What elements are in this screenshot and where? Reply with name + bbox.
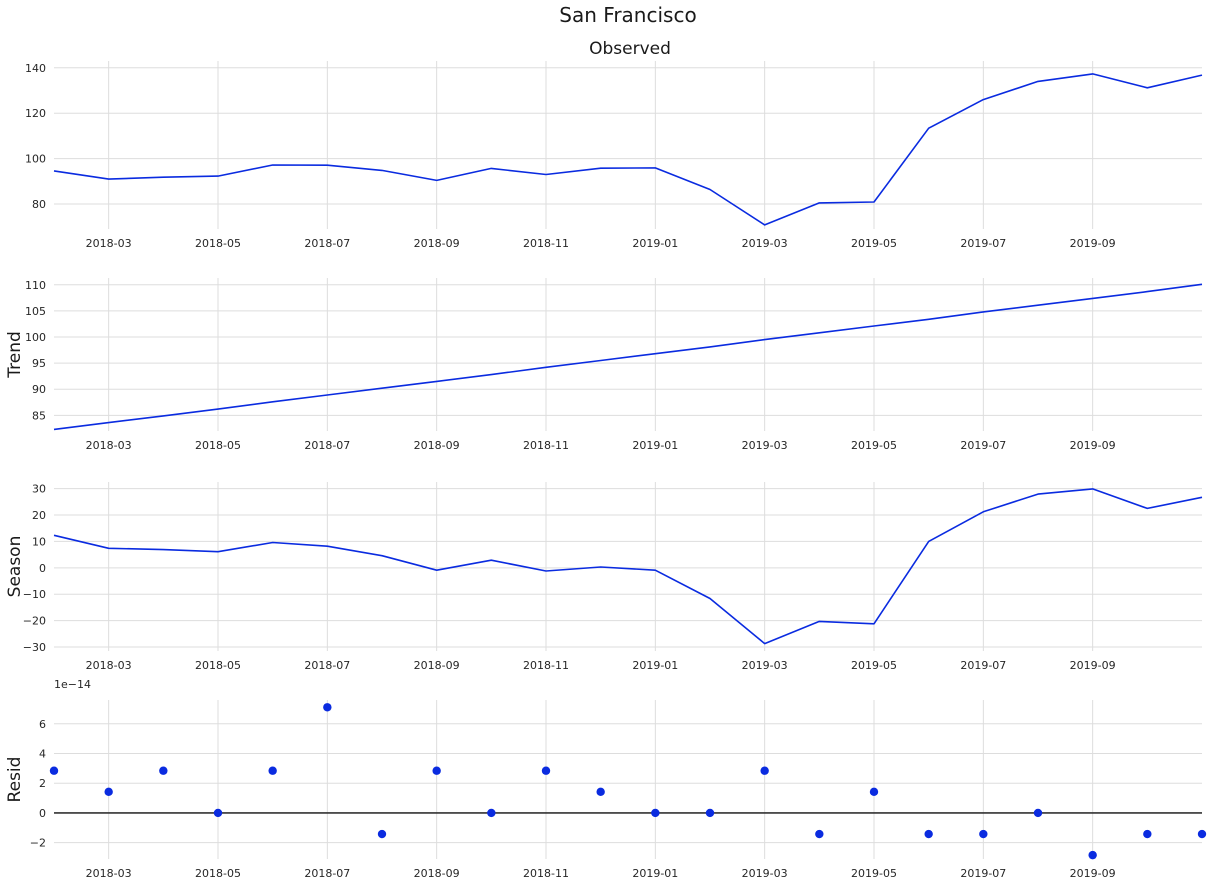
season-x-tick-label: 2018-07 xyxy=(304,659,350,672)
resid-point xyxy=(596,787,605,797)
resid-point xyxy=(541,766,551,775)
trend-y-tick-label: 110 xyxy=(25,279,46,292)
resid-y-tick-label: 2 xyxy=(39,777,46,790)
trend-y-tick-label: 90 xyxy=(32,383,46,396)
resid-x-tick-label: 2019-07 xyxy=(960,867,1006,880)
season-x-tick-label: 2019-03 xyxy=(742,659,788,672)
observed-y-tick-label: 120 xyxy=(25,107,46,120)
resid-y-tick-label: 6 xyxy=(39,718,46,731)
resid-point xyxy=(924,829,933,839)
season-x-tick-label: 2019-09 xyxy=(1070,659,1116,672)
observed-x-tick-label: 2018-03 xyxy=(86,237,132,250)
resid-x-tick-label: 2018-03 xyxy=(86,867,132,880)
season-x-tick-label: 2018-05 xyxy=(195,659,241,672)
resid-point xyxy=(213,808,223,818)
resid-y-tick-label: 0 xyxy=(39,807,46,820)
trend-x-tick-label: 2019-03 xyxy=(742,439,788,452)
season-x-tick-label: 2019-05 xyxy=(851,659,897,672)
resid-point xyxy=(1197,829,1207,839)
resid-point xyxy=(487,808,496,818)
resid-x-tick-label: 2019-09 xyxy=(1070,867,1116,880)
trend-y-tick-label: 85 xyxy=(32,409,46,422)
trend-x-tick-label: 2019-09 xyxy=(1070,439,1116,452)
season-y-tick-label: 30 xyxy=(32,483,46,496)
season-y-tick-label: −30 xyxy=(23,641,46,654)
resid-x-tick-label: 2019-05 xyxy=(851,867,897,880)
trend-y-tick-label: 100 xyxy=(25,331,46,344)
observed-x-tick-label: 2019-01 xyxy=(632,237,678,250)
season-y-label: Season xyxy=(5,536,25,598)
resid-point xyxy=(432,766,441,775)
trend-series-line xyxy=(53,283,1203,431)
resid-x-tick-label: 2018-05 xyxy=(195,867,241,880)
resid-y-tick-label: 4 xyxy=(39,747,46,760)
resid-point xyxy=(815,829,824,839)
trend-y-tick-label: 105 xyxy=(25,305,46,318)
trend-x-tick-label: 2019-05 xyxy=(851,439,897,452)
season-series-line xyxy=(53,488,1203,645)
resid-x-tick-label: 2019-01 xyxy=(632,867,678,880)
observed-series-line xyxy=(53,73,1203,226)
resid-point xyxy=(1033,808,1043,818)
resid-x-tick-label: 2018-11 xyxy=(523,867,569,880)
trend-x-tick-label: 2018-11 xyxy=(523,439,569,452)
resid-point xyxy=(323,703,332,712)
resid-point xyxy=(651,808,660,818)
observed-x-tick-label: 2019-03 xyxy=(742,237,788,250)
resid-point xyxy=(1088,850,1097,860)
resid-point xyxy=(1143,829,1152,839)
resid-y-label: Resid xyxy=(5,757,25,803)
chart-title: San Francisco xyxy=(559,3,696,27)
observed-x-tick-label: 2019-05 xyxy=(851,237,897,250)
season-y-tick-label: −20 xyxy=(23,615,46,628)
observed-x-tick-label: 2018-07 xyxy=(304,237,350,250)
trend-x-tick-label: 2018-09 xyxy=(414,439,460,452)
resid-point xyxy=(869,787,879,797)
season-y-tick-label: 0 xyxy=(39,562,46,575)
observed-x-tick-label: 2019-09 xyxy=(1070,237,1116,250)
season-x-tick-label: 2018-09 xyxy=(414,659,460,672)
season-y-tick-label: 20 xyxy=(32,509,46,522)
resid-point xyxy=(104,787,113,797)
trend-x-tick-label: 2018-05 xyxy=(195,439,241,452)
resid-scale-label: 1e−14 xyxy=(54,678,91,691)
observed-x-tick-label: 2018-05 xyxy=(195,237,241,250)
trend-x-tick-label: 2018-03 xyxy=(86,439,132,452)
season-x-tick-label: 2019-07 xyxy=(960,659,1006,672)
resid-point xyxy=(705,808,715,818)
resid-point xyxy=(377,829,387,839)
observed-x-tick-label: 2018-09 xyxy=(414,237,460,250)
observed-panel-title: Observed xyxy=(589,39,671,59)
resid-x-tick-label: 2018-09 xyxy=(414,867,460,880)
trend-y-tick-label: 95 xyxy=(32,357,46,370)
observed-y-tick-label: 80 xyxy=(32,198,46,211)
resid-point xyxy=(268,766,277,775)
season-x-tick-label: 2018-11 xyxy=(523,659,569,672)
resid-point xyxy=(979,829,988,839)
observed-x-tick-label: 2018-11 xyxy=(523,237,569,250)
resid-point xyxy=(159,766,168,775)
observed-x-tick-label: 2019-07 xyxy=(960,237,1006,250)
trend-x-tick-label: 2019-01 xyxy=(632,439,678,452)
trend-y-label: Trend xyxy=(5,331,25,379)
resid-point xyxy=(760,766,769,775)
trend-x-tick-label: 2018-07 xyxy=(304,439,350,452)
observed-y-tick-label: 100 xyxy=(25,153,46,166)
resid-x-tick-label: 2018-07 xyxy=(304,867,350,880)
resid-point xyxy=(49,766,59,775)
season-x-tick-label: 2018-03 xyxy=(86,659,132,672)
season-x-tick-label: 2019-01 xyxy=(632,659,678,672)
resid-x-tick-label: 2019-03 xyxy=(742,867,788,880)
season-y-tick-label: −10 xyxy=(23,588,46,601)
observed-y-tick-label: 140 xyxy=(25,62,46,75)
season-y-tick-label: 10 xyxy=(32,535,46,548)
trend-x-tick-label: 2019-07 xyxy=(960,439,1006,452)
resid-y-tick-label: −2 xyxy=(30,837,46,850)
